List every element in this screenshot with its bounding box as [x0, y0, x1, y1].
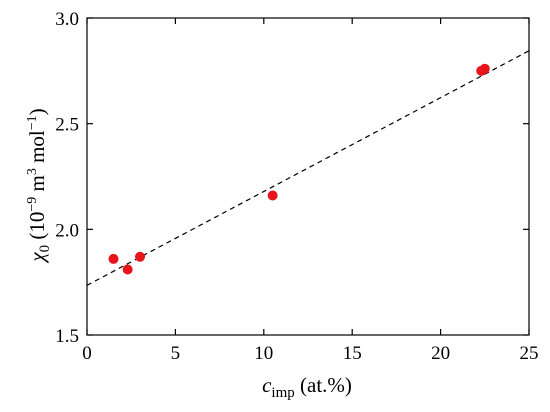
- x-axis-label: cimp (at.%): [262, 373, 352, 401]
- data-point: [108, 253, 119, 264]
- linear-fit-line: [86, 50, 530, 286]
- y-tick-label: 3.0: [55, 9, 79, 30]
- x-tick-label: 10: [254, 343, 273, 364]
- x-tick-label: 25: [520, 343, 539, 364]
- data-point: [135, 251, 146, 262]
- x-tick-label: 5: [171, 343, 181, 364]
- y-axis-ticks: 1.5 2.0 2.5 3.0: [55, 9, 529, 347]
- x-tick-label: 0: [82, 343, 92, 364]
- y-tick-label: 1.5: [55, 326, 79, 347]
- data-point: [479, 63, 490, 74]
- x-tick-label: 20: [431, 343, 450, 364]
- x-tick-label: 15: [343, 343, 362, 364]
- plot-frame: [86, 17, 530, 336]
- y-axis-label: χ0 (10−9 m3 mol−1): [25, 108, 53, 263]
- data-point: [267, 190, 278, 201]
- y-tick-label: 2.0: [55, 220, 79, 241]
- plot-border: [86, 17, 530, 336]
- y-tick-label: 2.5: [55, 115, 79, 136]
- data-points: [108, 63, 490, 275]
- data-point: [122, 264, 133, 275]
- fit-line-layer: [86, 50, 530, 286]
- x-axis-ticks: 0 5 10 15 20 25: [82, 18, 539, 364]
